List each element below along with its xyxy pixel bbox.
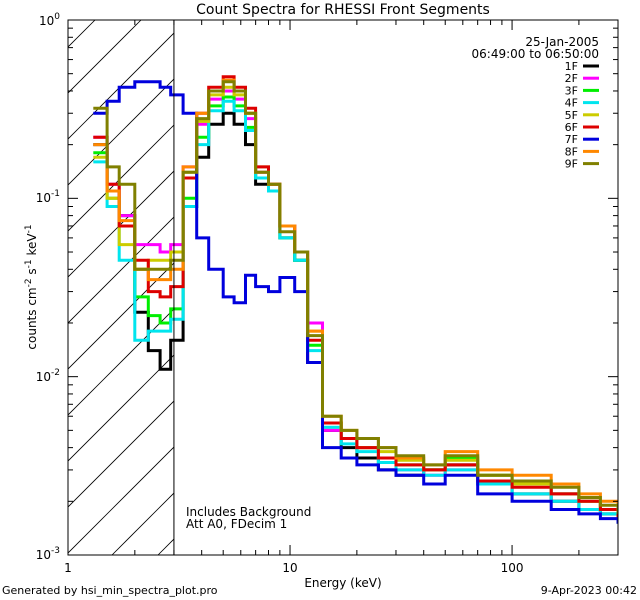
x-axis-label: Energy (keV): [304, 576, 381, 590]
x-tick-label: 100: [501, 561, 524, 575]
series-line-9F: [93, 80, 618, 514]
hatch-line: [68, 32, 174, 140]
hatch-line: [68, 354, 174, 462]
legend-label-6F: 6F: [565, 121, 578, 134]
hatch-line: [68, 20, 142, 94]
legend-label-5F: 5F: [565, 109, 578, 122]
hatch-line: [68, 400, 174, 508]
y-tick-label: 10-1: [36, 189, 60, 205]
y-axis-label: counts cm-2 s-1 keV-1: [24, 224, 39, 349]
legend-label-1F: 1F: [565, 60, 578, 73]
series-line-4F: [93, 99, 618, 524]
footer-generated-by: Generated by hsi_min_spectra_plot.pro: [2, 584, 218, 597]
series-line-8F: [93, 78, 618, 510]
hatch-line: [68, 170, 174, 278]
series-line-7F: [93, 80, 618, 524]
legend-label-9F: 9F: [565, 158, 578, 171]
legend-label-2F: 2F: [565, 72, 578, 85]
y-tick-label: 10-2: [36, 368, 60, 384]
attenuator-hatch-region: [0, 0, 174, 555]
hatch-line: [68, 216, 174, 324]
chart-title: Count Spectra for RHESSI Front Segments: [196, 2, 490, 18]
x-tick-label: 10: [282, 561, 297, 575]
hatch-line: [0, 0, 114, 555]
legend-label-8F: 8F: [565, 145, 578, 158]
footer-timestamp: 9-Apr-2023 00:42: [541, 584, 637, 597]
legend-label-4F: 4F: [565, 97, 578, 110]
date-label: 25-Jan-2005: [525, 35, 599, 49]
time-range-label: 06:49:00 to 06:50:00: [472, 47, 599, 61]
legend-label-7F: 7F: [565, 133, 578, 146]
note-attenuator: Att A0, FDecim 1: [186, 517, 287, 531]
hatch-line: [68, 262, 174, 370]
x-tick-label: 1: [64, 561, 72, 575]
hatch-line: [68, 446, 174, 554]
y-tick-label: 10-3: [36, 546, 60, 562]
axis-ticks: [67, 19, 619, 556]
plot-frame: [67, 19, 619, 556]
note-background: Includes Background: [186, 505, 311, 519]
hatch-line: [68, 308, 174, 416]
legend-label-3F: 3F: [565, 84, 578, 97]
y-tick-label: 100: [39, 12, 60, 28]
hatch-line: [111, 492, 174, 555]
